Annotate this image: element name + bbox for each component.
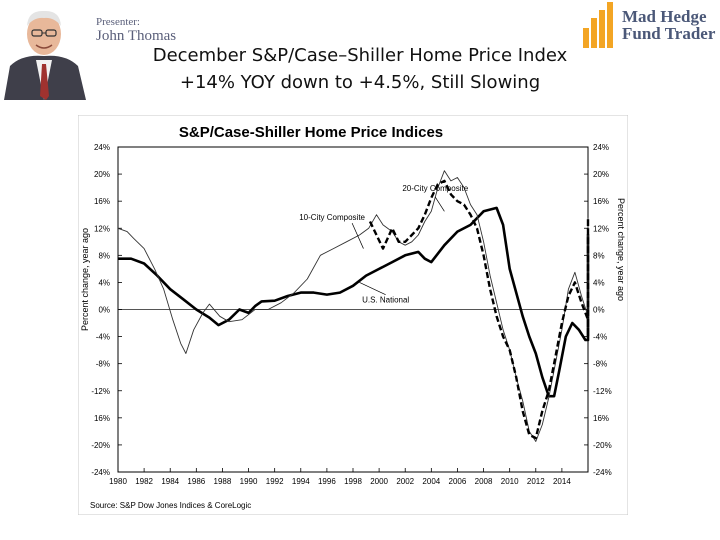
- annotation-label: 20-City Composite: [402, 184, 468, 193]
- chart-border: [78, 115, 628, 515]
- slide-title-line-1: December S&P/Case–Shiller Home Price Ind…: [152, 45, 568, 66]
- annotation-label: U.S. National: [362, 296, 409, 305]
- presenter-block: Presenter: John Thomas: [96, 16, 176, 44]
- y-tick-label-left: 4%: [98, 278, 110, 287]
- y-tick-label-right: 20%: [593, 170, 609, 179]
- y-tick-label-right: 16%: [593, 414, 609, 423]
- chart-frame: S&P/Case-Shiller Home Price Indices 24% 2…: [78, 115, 628, 515]
- x-tick-label: 1994: [292, 477, 310, 486]
- y-tick-label-left: 24%: [94, 143, 110, 152]
- slide-title-line-2: +14% YOY down to +4.5%, Still Slowing: [179, 72, 541, 93]
- y-tick-label-right: 12%: [593, 224, 609, 233]
- x-tick-label: 1996: [318, 477, 336, 486]
- annotation-leader: [351, 222, 364, 249]
- x-tick-label: 1998: [344, 477, 362, 486]
- y-axis-label-right: Percent change, year ago: [616, 198, 626, 301]
- y-tick-label-left: 16%: [94, 197, 110, 206]
- x-tick-label: 2014: [553, 477, 571, 486]
- y-tick-label-left: -20%: [91, 441, 110, 450]
- y-tick-label-right: 4%: [593, 278, 605, 287]
- brand-line-1: Mad Hedge: [622, 7, 707, 26]
- y-tick-label-right: 8%: [593, 251, 605, 260]
- x-tick-label: 2006: [449, 477, 467, 486]
- x-tick-label: 2004: [422, 477, 440, 486]
- y-tick-label-right: 16%: [593, 197, 609, 206]
- x-tick-label: 2010: [501, 477, 519, 486]
- presenter-name: John Thomas: [96, 28, 177, 44]
- y-tick-label-left: 16%: [94, 414, 110, 423]
- y-tick-label-right: -4%: [593, 333, 607, 342]
- x-tick-label: 1992: [266, 477, 284, 486]
- annotation-leader: [434, 196, 445, 212]
- presenter-label: Presenter:: [96, 16, 140, 28]
- annotation-leader: [359, 282, 386, 296]
- slide-title: December S&P/Case–Shiller Home Price Ind…: [100, 42, 620, 96]
- y-tick-label-left: -12%: [91, 387, 110, 396]
- series-line-20-city-composite: [368, 179, 590, 440]
- y-tick-label-right: 24%: [593, 143, 609, 152]
- annotation-label: 10-City Composite: [299, 213, 365, 222]
- presenter-photo: [2, 4, 88, 100]
- chart-source: Source: S&P Dow Jones Indices & CoreLogi…: [90, 501, 251, 510]
- y-tick-label-left: -24%: [91, 468, 110, 477]
- x-tick-label: 1986: [187, 477, 205, 486]
- brand-line-2: Fund Trader: [622, 24, 716, 43]
- x-tick-label: 1980: [109, 477, 127, 486]
- brand-name: Mad Hedge Fund Trader: [622, 8, 718, 42]
- y-tick-label-right: 0%: [593, 306, 605, 315]
- y-tick-label-right: -20%: [593, 441, 612, 450]
- x-tick-label: 2012: [527, 477, 545, 486]
- y-tick-label-left: -8%: [96, 360, 110, 369]
- series-line-u-s-national: [118, 206, 590, 398]
- x-tick-label: 2008: [475, 477, 493, 486]
- y-tick-label-left: 0%: [98, 306, 110, 315]
- y-tick-label-left: 8%: [98, 251, 110, 260]
- y-tick-label-right: -24%: [593, 468, 612, 477]
- chart: S&P/Case-Shiller Home Price Indices 24% 2…: [78, 115, 628, 515]
- y-tick-label-right: -8%: [593, 360, 607, 369]
- y-tick-label-left: -4%: [96, 333, 110, 342]
- chart-title: S&P/Case-Shiller Home Price Indices: [179, 124, 443, 141]
- x-tick-label: 1982: [135, 477, 153, 486]
- x-tick-label: 1984: [161, 477, 179, 486]
- x-tick-label: 2000: [370, 477, 388, 486]
- y-axis-label-left: Percent change, year ago: [80, 228, 90, 331]
- y-tick-label-right: -12%: [593, 387, 612, 396]
- x-tick-label: 1988: [214, 477, 232, 486]
- y-tick-label-left: 20%: [94, 170, 110, 179]
- x-tick-label: 1990: [240, 477, 258, 486]
- series-line-10-city-composite: [117, 170, 589, 442]
- chart-plot-area: 24% 24% 20% 20% 16% 16% 12% 12% 8% 8% 4% 4% 0% 0% -4% -…: [91, 143, 611, 486]
- brand-logo-icon: [583, 2, 613, 48]
- y-tick-label-left: 12%: [94, 224, 110, 233]
- x-tick-label: 2002: [396, 477, 414, 486]
